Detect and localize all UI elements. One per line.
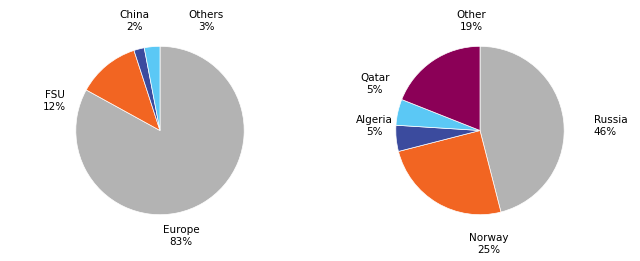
Wedge shape xyxy=(402,46,480,130)
Wedge shape xyxy=(86,50,160,130)
Wedge shape xyxy=(144,46,160,130)
Wedge shape xyxy=(480,46,564,212)
Text: Qatar
5%: Qatar 5% xyxy=(360,73,390,95)
Wedge shape xyxy=(76,46,244,215)
Text: Russia
46%: Russia 46% xyxy=(594,115,627,137)
Wedge shape xyxy=(396,125,480,151)
Text: China
2%: China 2% xyxy=(120,10,150,32)
Wedge shape xyxy=(396,99,480,130)
Text: Europe
83%: Europe 83% xyxy=(163,225,200,247)
Text: FSU
12%: FSU 12% xyxy=(43,90,67,112)
Text: Other
19%: Other 19% xyxy=(457,10,486,32)
Text: Algeria
5%: Algeria 5% xyxy=(356,115,393,137)
Text: Others
3%: Others 3% xyxy=(189,10,224,32)
Wedge shape xyxy=(399,130,501,215)
Wedge shape xyxy=(134,48,160,130)
Text: Norway
25%: Norway 25% xyxy=(468,233,508,255)
